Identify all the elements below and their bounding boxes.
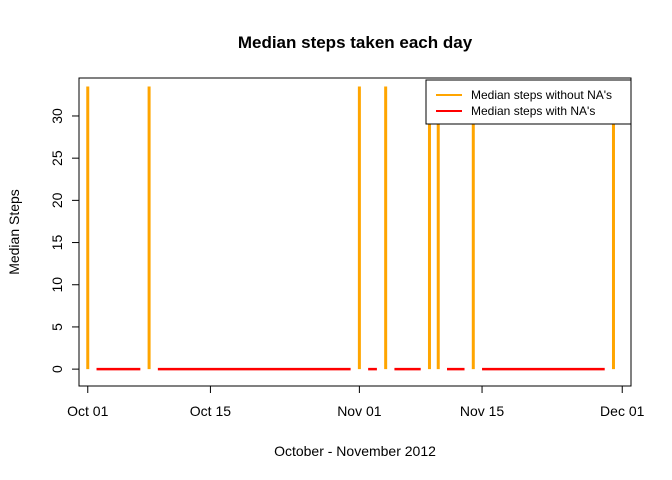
x-tick-label: Dec 01 bbox=[600, 403, 645, 419]
y-tick-label: 5 bbox=[49, 323, 65, 331]
legend-label-without-na: Median steps without NA's bbox=[471, 88, 612, 102]
y-axis: 0 5 10 15 20 25 30 bbox=[49, 108, 80, 373]
y-axis-label: Median Steps bbox=[6, 189, 22, 275]
legend: Median steps without NA's Median steps w… bbox=[425, 79, 632, 125]
y-tick-label: 30 bbox=[49, 108, 65, 124]
series-layer bbox=[86, 86, 615, 371]
y-tick-label: 0 bbox=[49, 365, 65, 373]
x-axis: Oct 01 Oct 15 Nov 01 Nov 15 Dec 01 bbox=[67, 385, 645, 419]
legend-box bbox=[425, 79, 632, 125]
x-axis-label: October - November 2012 bbox=[274, 443, 436, 459]
chart-title: Median steps taken each day bbox=[238, 33, 473, 52]
y-tick-label: 15 bbox=[49, 235, 65, 251]
x-tick-label: Oct 15 bbox=[190, 403, 231, 419]
y-tick-label: 20 bbox=[49, 192, 65, 208]
x-tick-label: Nov 01 bbox=[337, 403, 382, 419]
y-tick-label: 25 bbox=[49, 150, 65, 166]
x-tick-label: Nov 15 bbox=[460, 403, 505, 419]
y-tick-label: 10 bbox=[49, 277, 65, 293]
legend-label-with-na: Median steps with NA's bbox=[471, 104, 595, 118]
x-tick-label: Oct 01 bbox=[67, 403, 108, 419]
